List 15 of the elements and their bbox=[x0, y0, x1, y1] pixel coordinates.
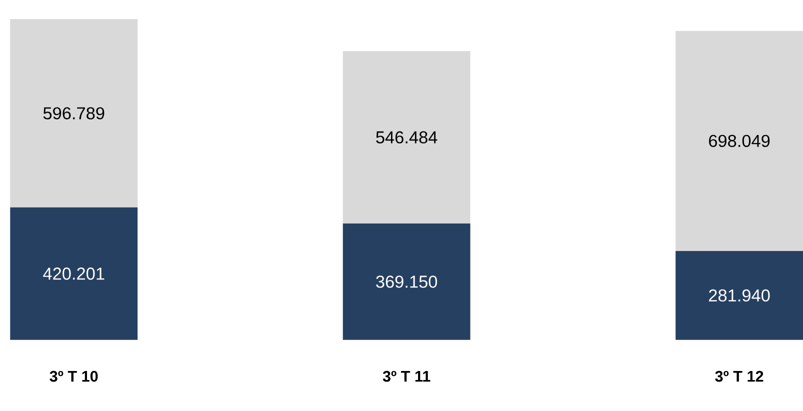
bar bbox=[676, 251, 803, 340]
bar bbox=[676, 30, 803, 252]
x-tick-label: 3º T 12 bbox=[715, 370, 764, 382]
x-tick-label: 3º T 11 bbox=[382, 370, 430, 382]
bar bbox=[10, 19, 138, 208]
bar bbox=[10, 208, 138, 340]
bar bbox=[342, 51, 470, 224]
data-label: 369.150 bbox=[376, 276, 438, 288]
data-label: 596.789 bbox=[43, 107, 104, 120]
bar bbox=[342, 224, 470, 340]
x-tick-label: 3º T 10 bbox=[50, 370, 98, 382]
data-label: 281.940 bbox=[709, 289, 770, 302]
data-label: 698.049 bbox=[709, 134, 770, 148]
data-label: 420.201 bbox=[43, 268, 104, 280]
data-label: 546.484 bbox=[376, 131, 438, 144]
